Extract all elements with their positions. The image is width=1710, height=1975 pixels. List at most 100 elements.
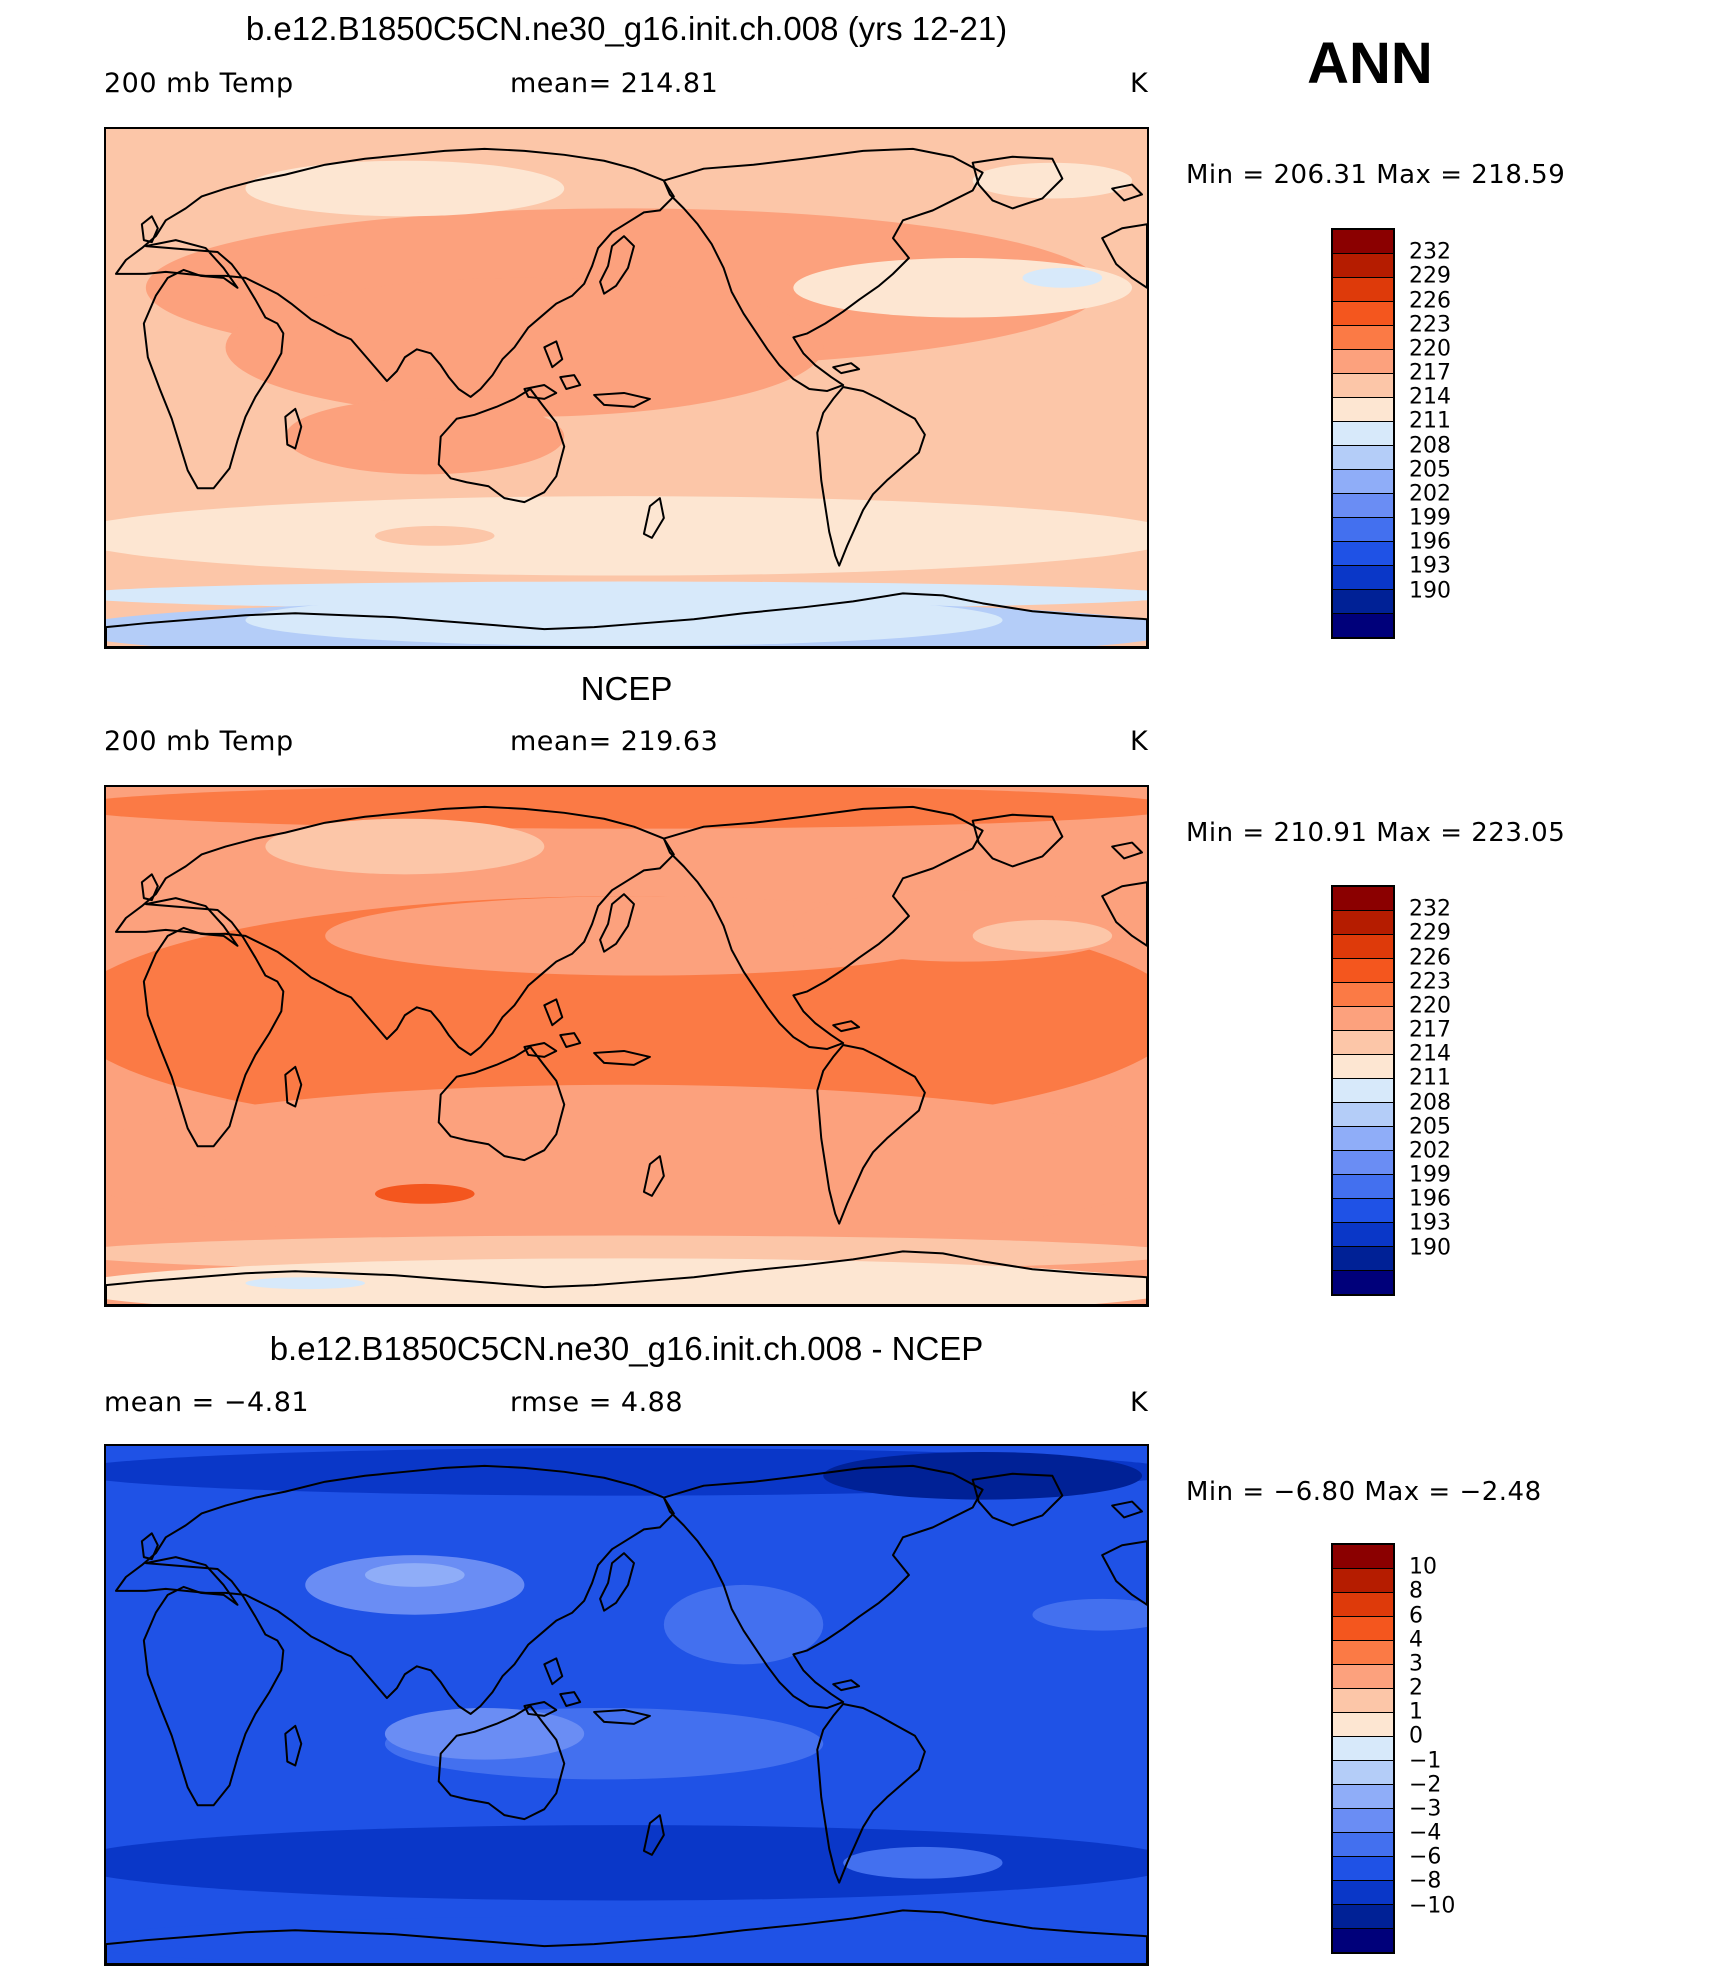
colorbar-swatch xyxy=(1333,1713,1393,1737)
contour-region xyxy=(365,1563,465,1587)
colorbar-swatch xyxy=(1333,518,1393,542)
coastline xyxy=(971,155,1064,210)
colorbar-tick-label: −10 xyxy=(1409,1893,1456,1919)
contour-region xyxy=(663,1584,824,1665)
coastline xyxy=(142,1556,285,1807)
coastline xyxy=(1101,223,1147,289)
colorbar-tick-label: 208 xyxy=(1409,1090,1451,1116)
colorbar-swatch xyxy=(1333,1737,1393,1761)
contour-region xyxy=(265,818,545,875)
colorbar-tick-label: 232 xyxy=(1409,896,1451,922)
colorbar-swatch xyxy=(1333,1031,1393,1055)
coastline xyxy=(971,813,1064,868)
contour-region xyxy=(384,1707,585,1760)
coastline xyxy=(1101,881,1147,947)
colorbar-swatch xyxy=(1333,1833,1393,1857)
colorbar-swatch xyxy=(1333,1151,1393,1175)
colorbar-tick-label: 202 xyxy=(1409,1138,1451,1164)
coastline xyxy=(816,386,926,567)
colorbar-swatch xyxy=(1333,1593,1393,1617)
coastline xyxy=(1111,841,1144,860)
contour-region xyxy=(972,162,1133,199)
colorbar-tick-label: 217 xyxy=(1409,360,1451,386)
coastline xyxy=(284,1724,303,1767)
colorbar-tick-label: 226 xyxy=(1409,288,1451,314)
colorbar-swatch xyxy=(1333,1641,1393,1665)
contour-region xyxy=(106,1916,1147,1964)
contour-region xyxy=(843,1846,1003,1879)
coastline xyxy=(832,1679,861,1692)
coastline xyxy=(106,1250,1147,1305)
contour-region xyxy=(1022,267,1103,288)
colorbar-tick-label: 229 xyxy=(1409,263,1451,289)
contour-region xyxy=(374,525,495,546)
map-obs xyxy=(104,785,1149,1307)
panel-title: b.e12.B1850C5CN.ne30_g16.init.ch.008 - N… xyxy=(269,1330,984,1367)
colorbar-swatch xyxy=(1333,1881,1393,1905)
coastline xyxy=(832,362,861,375)
coastline xyxy=(593,1708,651,1725)
contour-field xyxy=(106,787,1147,1305)
coastline xyxy=(437,1705,566,1821)
colorbar-tick-label: 220 xyxy=(1409,336,1451,362)
colorbar-tick-label: 1 xyxy=(1409,1699,1423,1725)
colorbar-tick-label: 196 xyxy=(1409,529,1451,555)
contour-region xyxy=(106,1825,1147,1901)
colorbar-tick-label: 217 xyxy=(1409,1017,1451,1043)
panel-title: b.e12.B1850C5CN.ne30_g16.init.ch.008 (yr… xyxy=(245,10,1008,47)
coastline xyxy=(114,805,675,1056)
coastline xyxy=(523,384,558,400)
min-max-label: Min = −6.80 Max = −2.48 xyxy=(1186,1477,1542,1507)
contour-region xyxy=(972,919,1113,952)
statistic-label: mean= 214.81 xyxy=(510,68,719,99)
colorbar-swatch xyxy=(1333,1271,1393,1294)
contour-region xyxy=(106,787,1147,829)
coastline xyxy=(816,1703,926,1884)
colorbar-tick-label: 229 xyxy=(1409,920,1451,946)
colorbar-tick-label: 190 xyxy=(1409,578,1451,604)
colorbar-tick-label: 205 xyxy=(1409,1114,1451,1140)
season-label: ANN xyxy=(1307,31,1433,96)
colorbar-tick-label: −3 xyxy=(1409,1796,1442,1822)
coastline xyxy=(140,1532,159,1561)
coastline xyxy=(642,1814,665,1856)
coastline xyxy=(662,805,984,1050)
colorbar-swatch xyxy=(1333,1545,1393,1569)
colorbar-tick-label: −8 xyxy=(1409,1868,1442,1894)
coastline xyxy=(662,1464,984,1709)
min-max-label: Min = 210.91 Max = 223.05 xyxy=(1186,818,1566,848)
units-label: K xyxy=(1130,1387,1149,1418)
colorbar-tick-label: 199 xyxy=(1409,1162,1451,1188)
coastline xyxy=(523,1042,558,1058)
coastline xyxy=(662,147,984,392)
coastline xyxy=(599,1552,635,1612)
colorbar-obs xyxy=(1331,885,1395,1296)
coastline xyxy=(437,388,566,504)
colorbar-swatch xyxy=(1333,1689,1393,1713)
statistic-label: rmse = 4.88 xyxy=(510,1387,684,1418)
colorbar-swatch xyxy=(1333,1103,1393,1127)
contour-region xyxy=(374,1183,475,1204)
colorbar-tick-label: 2 xyxy=(1409,1675,1423,1701)
coastline xyxy=(559,1691,582,1707)
coastline xyxy=(543,998,564,1027)
colorbar-tick-label: 3 xyxy=(1409,1651,1423,1677)
colorbar-tick-label: 193 xyxy=(1409,553,1451,579)
colorbar-tick-label: 223 xyxy=(1409,969,1451,995)
colorbar-swatch xyxy=(1333,1617,1393,1641)
colorbar-tick-label: 4 xyxy=(1409,1627,1423,1653)
coastline xyxy=(523,1701,558,1717)
colorbar-swatch xyxy=(1333,230,1393,254)
colorbar-tick-label: 196 xyxy=(1409,1186,1451,1212)
colorbar-tick-label: 6 xyxy=(1409,1603,1423,1629)
colorbar-tick-label: 214 xyxy=(1409,384,1451,410)
map-model xyxy=(104,127,1149,649)
coastline xyxy=(114,1464,675,1715)
colorbar-swatch xyxy=(1333,446,1393,470)
colorbar-swatch xyxy=(1333,278,1393,302)
colorbar-swatch xyxy=(1333,302,1393,326)
colorbar-tick-label: −6 xyxy=(1409,1844,1442,1870)
colorbar-tick-label: 211 xyxy=(1409,408,1451,434)
colorbar-swatch xyxy=(1333,1569,1393,1593)
colorbar-swatch xyxy=(1333,1007,1393,1031)
